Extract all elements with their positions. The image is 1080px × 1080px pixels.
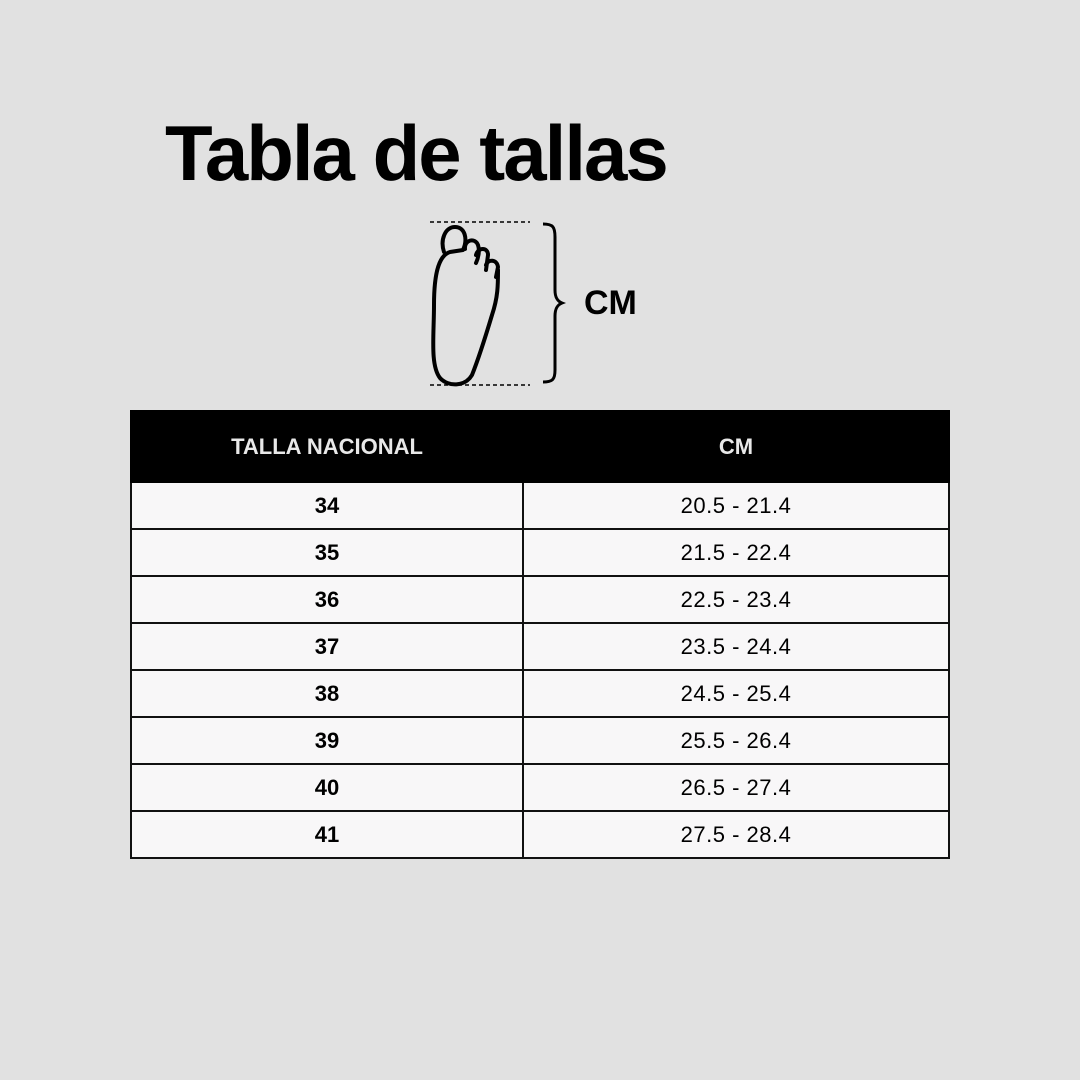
table-row: 36 22.5 - 23.4 bbox=[130, 575, 950, 624]
table-row: 39 25.5 - 26.4 bbox=[130, 716, 950, 765]
size-cell: 36 bbox=[130, 575, 524, 624]
size-cell: 40 bbox=[130, 763, 524, 812]
cm-range-cell: 23.5 - 24.4 bbox=[522, 622, 950, 671]
table-row: 34 20.5 - 21.4 bbox=[130, 481, 950, 530]
table-row: 38 24.5 - 25.4 bbox=[130, 669, 950, 718]
size-cell: 38 bbox=[130, 669, 524, 718]
size-chart-table: TALLA NACIONAL CM 34 20.5 - 21.4 35 21.5 - … bbox=[130, 410, 950, 859]
foot-icon bbox=[431, 225, 500, 387]
header-talla-nacional: TALLA NACIONAL bbox=[130, 410, 524, 483]
table-row: 41 27.5 - 28.4 bbox=[130, 810, 950, 859]
cm-range-cell: 20.5 - 21.4 bbox=[522, 481, 950, 530]
cm-range-cell: 27.5 - 28.4 bbox=[522, 810, 950, 859]
page-title: Tabla de tallas bbox=[165, 109, 669, 197]
table-row: 35 21.5 - 22.4 bbox=[130, 528, 950, 577]
cm-range-cell: 21.5 - 22.4 bbox=[522, 528, 950, 577]
size-cell: 37 bbox=[130, 622, 524, 671]
header-cm: CM bbox=[522, 410, 950, 483]
size-cell: 34 bbox=[130, 481, 524, 530]
cm-range-cell: 24.5 - 25.4 bbox=[522, 669, 950, 718]
table-header-row: TALLA NACIONAL CM bbox=[130, 410, 950, 483]
foot-measure-diagram bbox=[430, 221, 567, 387]
cm-range-cell: 22.5 - 23.4 bbox=[522, 575, 950, 624]
table-row: 37 23.5 - 24.4 bbox=[130, 622, 950, 671]
size-cell: 41 bbox=[130, 810, 524, 859]
measure-unit-label: CM bbox=[584, 284, 637, 322]
size-cell: 35 bbox=[130, 528, 524, 577]
size-cell: 39 bbox=[130, 716, 524, 765]
cm-range-cell: 25.5 - 26.4 bbox=[522, 716, 950, 765]
table-row: 40 26.5 - 27.4 bbox=[130, 763, 950, 812]
curly-brace bbox=[542, 222, 567, 384]
cm-range-cell: 26.5 - 27.4 bbox=[522, 763, 950, 812]
